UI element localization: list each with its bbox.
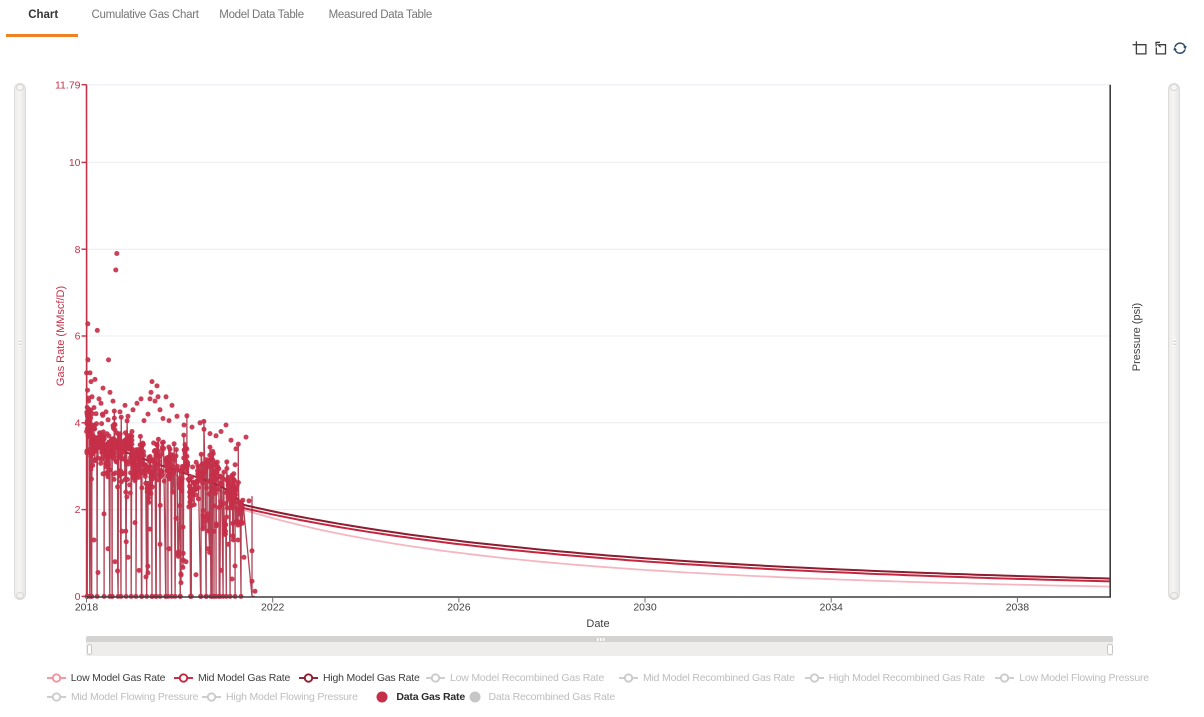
- svg-text:0: 0: [75, 591, 81, 603]
- svg-text:6: 6: [75, 331, 81, 343]
- svg-text:2: 2: [75, 504, 81, 516]
- svg-text:2030: 2030: [633, 602, 657, 614]
- svg-text:4: 4: [75, 417, 81, 429]
- svg-text:Gas Rate (MMscf/D): Gas Rate (MMscf/D): [55, 286, 67, 386]
- svg-text:2022: 2022: [261, 602, 285, 614]
- svg-text:Date: Date: [586, 618, 609, 630]
- svg-text:Pressure (psi): Pressure (psi): [1131, 303, 1143, 371]
- svg-text:2018: 2018: [75, 602, 99, 614]
- svg-text:2034: 2034: [820, 602, 844, 614]
- svg-text:2038: 2038: [1006, 602, 1030, 614]
- svg-text:10: 10: [69, 157, 81, 169]
- svg-text:2026: 2026: [447, 602, 471, 614]
- svg-text:11.79: 11.79: [55, 79, 81, 91]
- svg-text:8: 8: [75, 244, 81, 256]
